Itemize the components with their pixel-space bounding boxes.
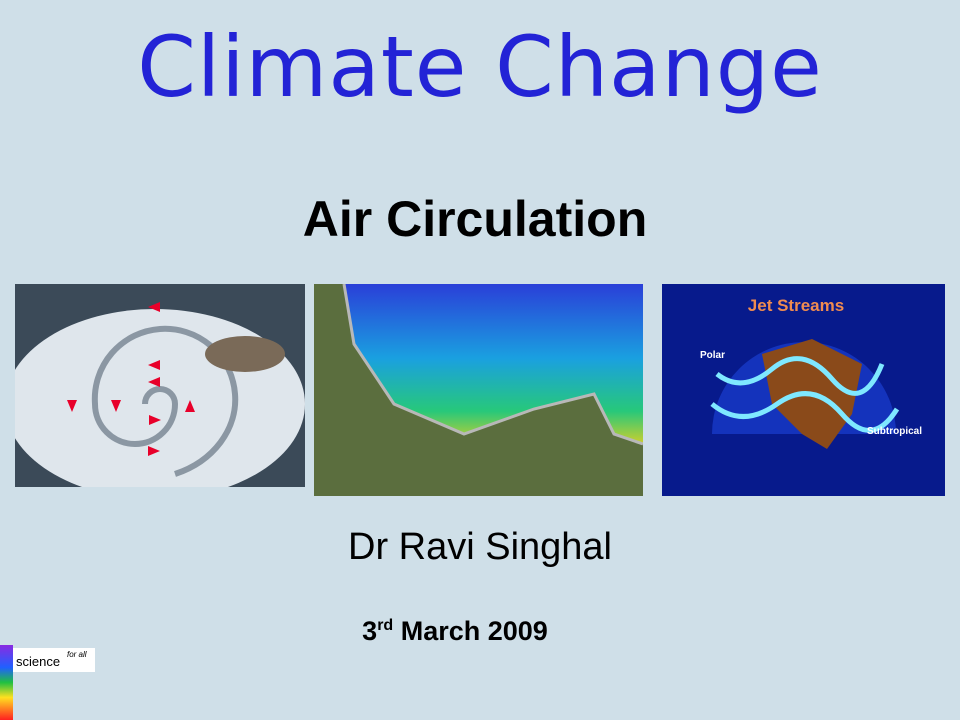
ocean-image <box>314 284 643 496</box>
date-day: 3 <box>362 616 378 646</box>
slide-date: 3rd March 2009 <box>300 616 610 647</box>
jet-streams-image: Jet Streams Polar Subtropical <box>662 284 945 496</box>
date-rest: March 2009 <box>400 616 548 646</box>
logo-word: science <box>16 654 60 669</box>
jet-streams-title: Jet Streams <box>748 296 844 315</box>
logo-tag: for all <box>67 650 87 659</box>
slide-title: Climate Change <box>137 18 823 116</box>
date-suffix: rd <box>377 617 394 634</box>
jet-label: Polar <box>700 350 725 361</box>
cyclone-image <box>15 284 305 487</box>
logo: science for all <box>0 645 95 720</box>
slide-author: Dr Ravi Singhal <box>348 526 612 568</box>
slide-subtitle: Air Circulation <box>302 191 648 247</box>
jet-label: Subtropical <box>867 426 922 437</box>
